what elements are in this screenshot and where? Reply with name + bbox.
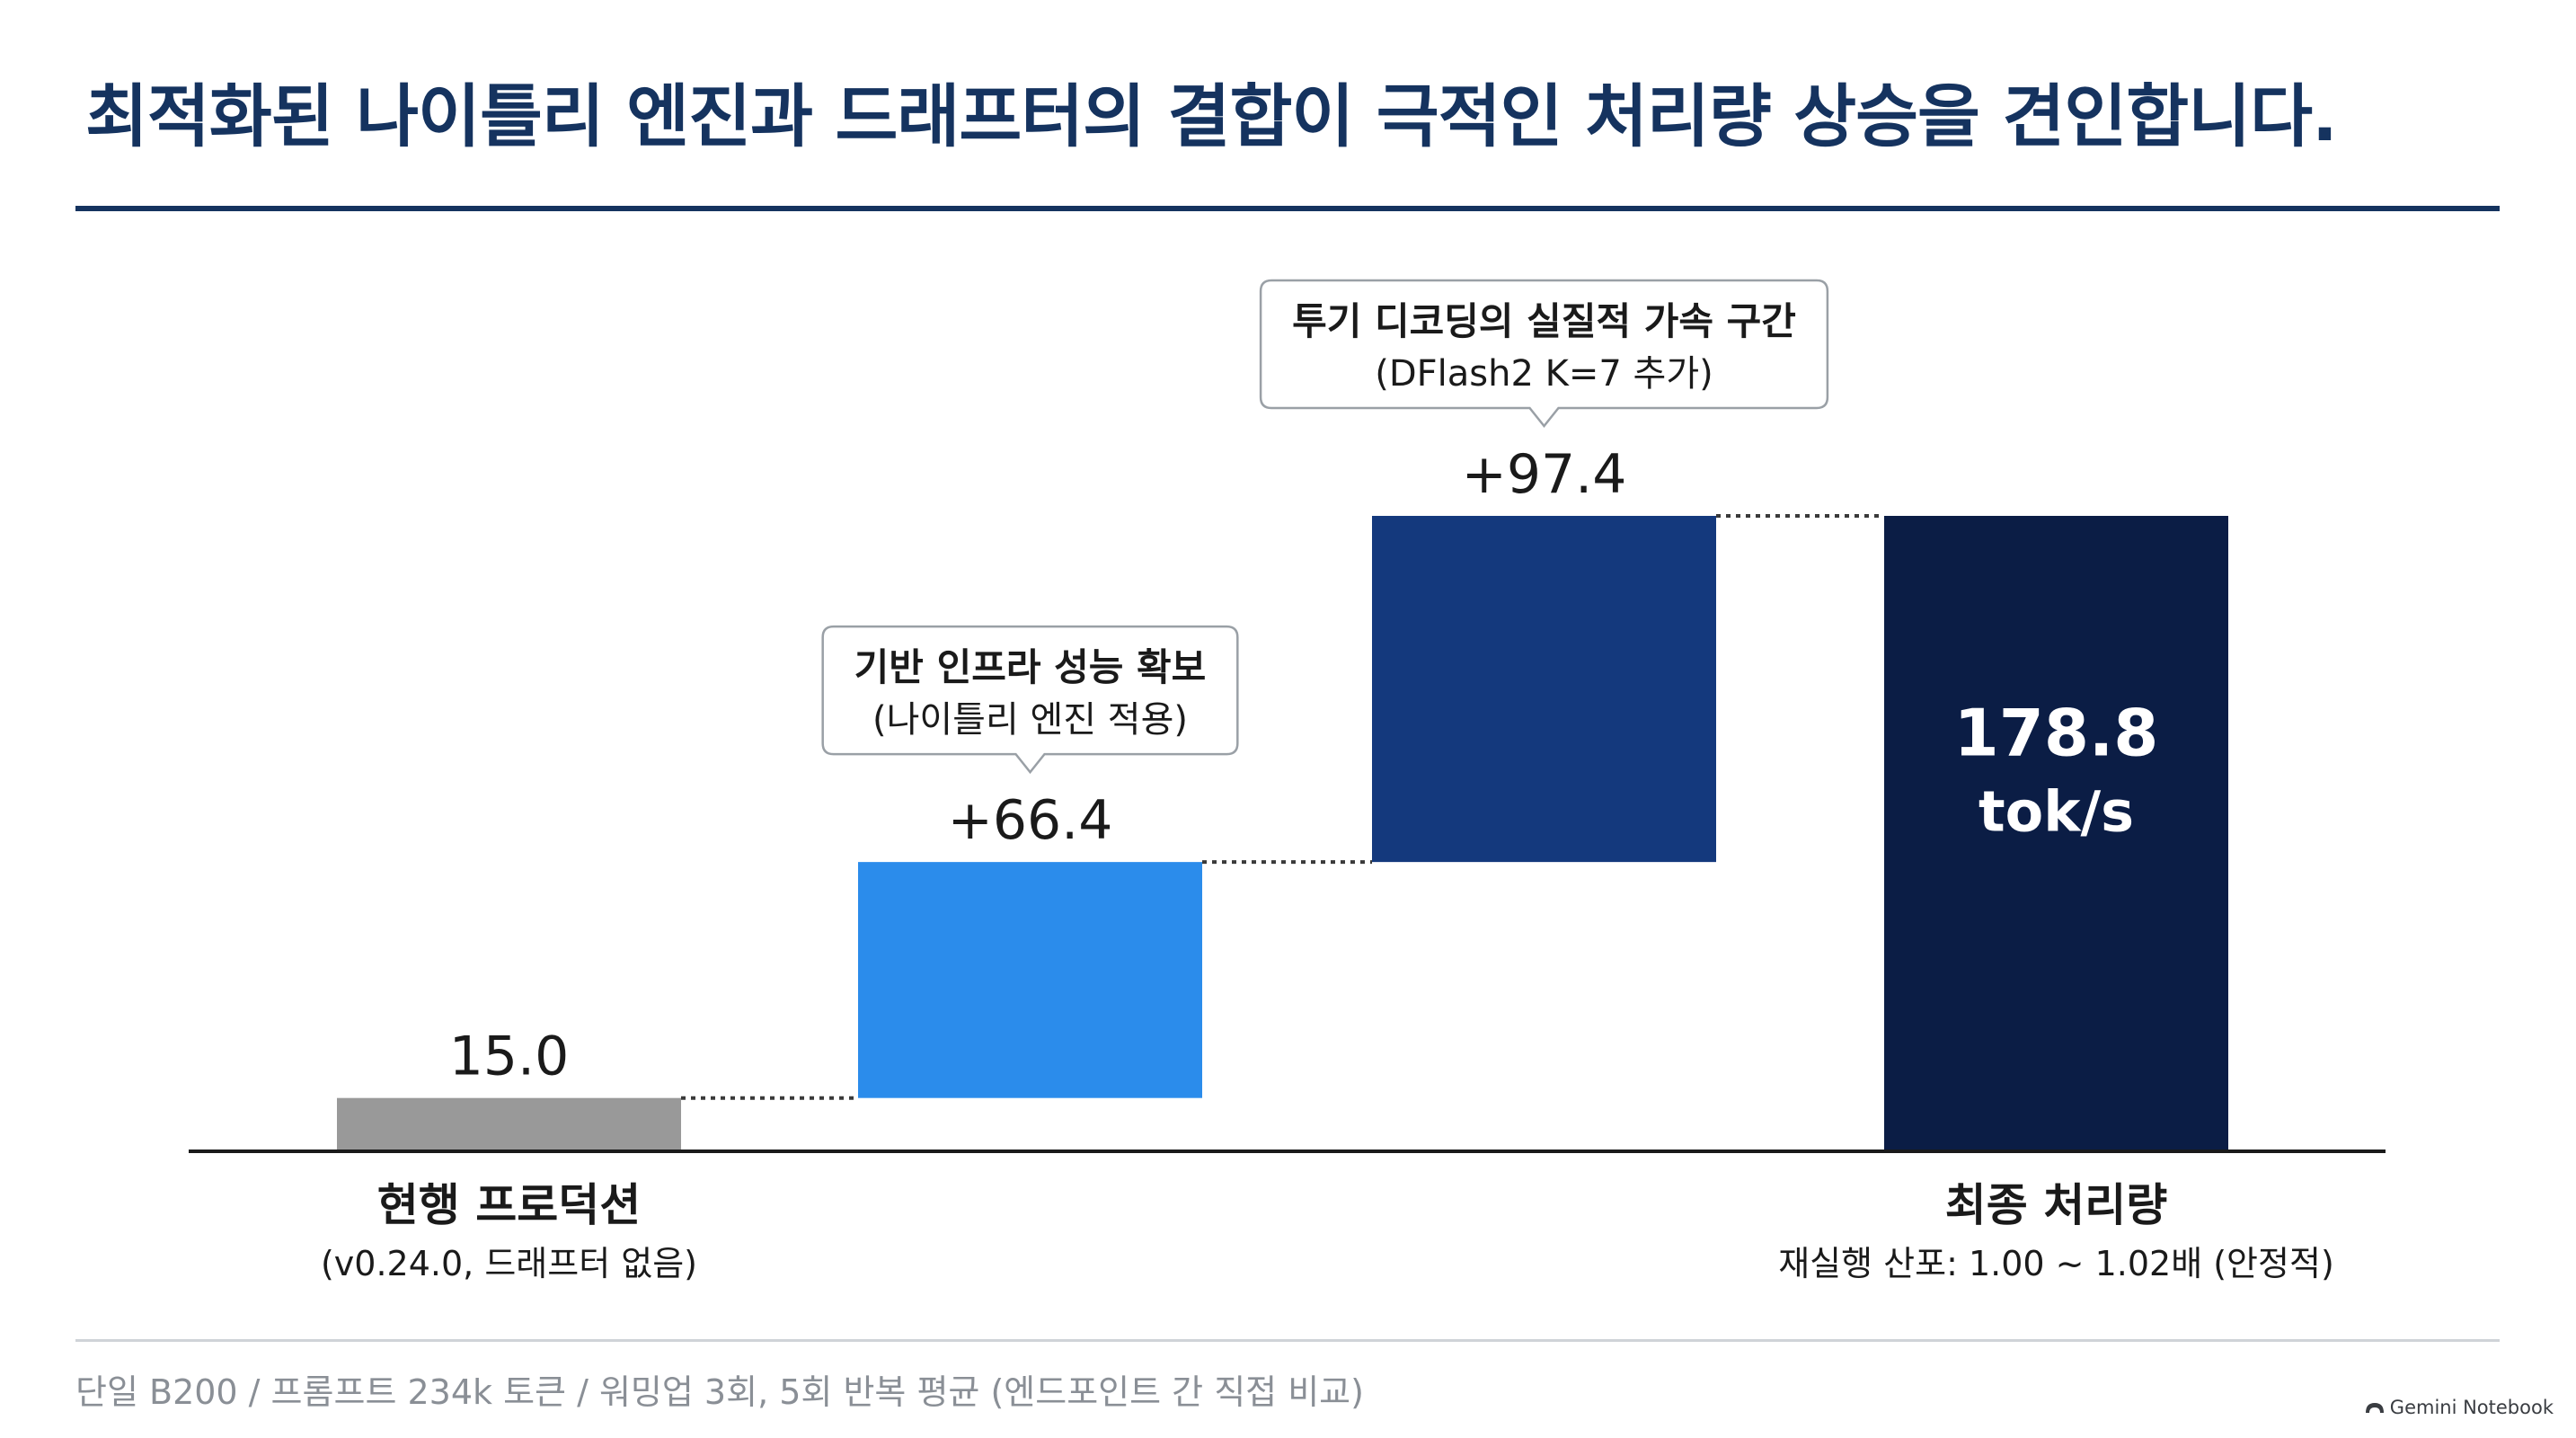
brand-label: Gemini Notebook [2389, 1397, 2554, 1418]
x-label-sub-0: (v0.24.0, 드래프터 없음) [321, 1244, 697, 1283]
callout-box-0 [821, 625, 1239, 775]
data-label-unit: tok/s [1978, 779, 2134, 845]
gemini-notebook-icon [2365, 1403, 2384, 1413]
x-label-main-1: 최종 처리량 [1945, 1179, 2167, 1231]
footer-divider [75, 1339, 2500, 1342]
bar-baseline-0 [337, 1097, 681, 1151]
x-label-main-0: 현행 프로덕션 [377, 1179, 641, 1231]
callout-title-0: 기반 인프라 성능 확보 [854, 645, 1207, 689]
x-label-sub-1: 재실행 산포: 1.00 ~ 1.02배 (안정적) [1778, 1244, 2334, 1283]
brand-badge: Gemini Notebook [2365, 1397, 2554, 1418]
bar-total-3 [1884, 516, 2228, 1151]
bar-increment-2 [1372, 516, 1716, 863]
callout-subtitle-1: (DFlash2 K=7 추가) [1375, 353, 1713, 395]
footnote: 단일 B200 / 프롬프트 234k 토큰 / 워밍업 3회, 5회 반복 평… [75, 1372, 1364, 1412]
data-label-2: +97.4 [1462, 443, 1627, 506]
data-label-1: +66.4 [948, 789, 1113, 852]
data-label-0: 15.0 [449, 1025, 570, 1088]
page-title: 최적화된 나이틀리 엔진과 드래프터의 결합이 극적인 처리량 상승을 견인합니… [85, 76, 2338, 156]
title-divider [75, 206, 2500, 211]
callout-box-1 [1259, 279, 1829, 429]
bar-increment-1 [858, 862, 1202, 1098]
callout-subtitle-0: (나이틀리 엔진 적용) [872, 699, 1188, 741]
callout-title-1: 투기 디코딩의 실질적 가속 구간 [1292, 299, 1796, 343]
data-label-total: 178.8 [1954, 696, 2159, 771]
